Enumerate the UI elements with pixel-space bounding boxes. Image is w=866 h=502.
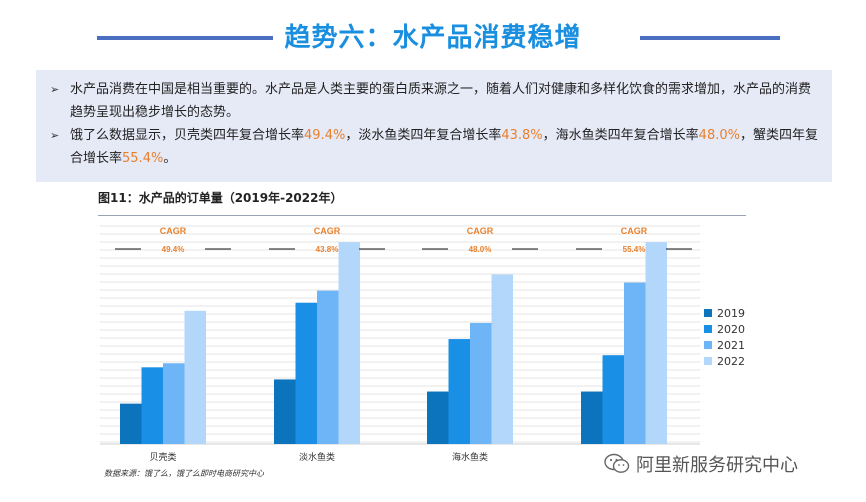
bar-2020-3 bbox=[448, 339, 470, 444]
cagr-highlight: 49.4% bbox=[304, 128, 346, 143]
chart-legend: 2019 2020 2021 2022 bbox=[704, 305, 745, 369]
bar-2019-1 bbox=[120, 403, 142, 444]
legend-label: 2022 bbox=[717, 354, 745, 368]
bar-2019-4 bbox=[581, 391, 603, 444]
summary-bullet-1-text: 水产品消费在中国是相当重要的。水产品是人类主要的蛋白质来源之一，随着人们对健康和… bbox=[70, 82, 812, 120]
bullet-arrow-icon: ➢ bbox=[50, 129, 60, 142]
legend-item-2022: 2022 bbox=[704, 353, 745, 369]
bar-2020-4 bbox=[602, 355, 624, 444]
summary-text-part: 饿了么数据显示，贝壳类四年复合增长率 bbox=[70, 128, 305, 143]
category-label: 淡水鱼类 bbox=[299, 451, 335, 462]
cagr-highlight: 48.0% bbox=[698, 128, 740, 143]
legend-label: 2019 bbox=[717, 306, 745, 320]
summary-box: ➢ 水产品消费在中国是相当重要的。水产品是人类主要的蛋白质来源之一，随着人们对健… bbox=[36, 70, 832, 182]
data-source: 数据来源：饿了么，饿了么即时电商研究中心 bbox=[104, 469, 264, 478]
category-label: 贝壳类 bbox=[149, 451, 176, 462]
figure-title: 图11：水产品的订单量（2019年-2022年） bbox=[98, 191, 343, 205]
summary-bullet-2: ➢ 饿了么数据显示，贝壳类四年复合增长率49.4%，淡水鱼类四年复合增长率43.… bbox=[48, 124, 820, 170]
legend-swatch bbox=[704, 357, 712, 365]
cagr-highlight: 55.4% bbox=[122, 151, 164, 166]
summary-text-part: ，海水鱼类四年复合增长率 bbox=[542, 128, 699, 143]
page-title: 趋势六：水产品消费稳增 bbox=[284, 23, 582, 53]
cagr-value: 55.4% bbox=[623, 245, 646, 254]
bar-2021-3 bbox=[470, 322, 492, 444]
figure-title-rule bbox=[98, 215, 746, 216]
legend-item-2019: 2019 bbox=[704, 305, 745, 321]
bar-2022-1 bbox=[184, 310, 206, 444]
legend-label: 2021 bbox=[717, 338, 745, 352]
cagr-label: CAGR bbox=[314, 226, 341, 236]
bar-2020-2 bbox=[295, 302, 317, 444]
bar-2021-2 bbox=[317, 290, 339, 444]
title-bar: 趋势六：水产品消费稳增 bbox=[0, 0, 866, 70]
title-decoration-right bbox=[640, 36, 780, 40]
bar-2022-2 bbox=[338, 242, 360, 444]
legend-swatch bbox=[704, 309, 712, 317]
cagr-value: 43.8% bbox=[316, 245, 339, 254]
bar-2022-4 bbox=[645, 242, 667, 444]
bar-2020-1 bbox=[141, 367, 163, 444]
bar-2022-3 bbox=[491, 274, 513, 444]
bar-2019-2 bbox=[274, 379, 296, 444]
legend-item-2021: 2021 bbox=[704, 337, 745, 353]
summary-text-part: ，蟹类四年复合增长率 bbox=[70, 128, 818, 166]
cagr-value: 48.0% bbox=[469, 245, 492, 254]
legend-item-2020: 2020 bbox=[704, 321, 745, 337]
summary-text-part: ，淡水鱼类四年复合增长率 bbox=[345, 128, 502, 143]
bar-2021-4 bbox=[624, 282, 646, 444]
cagr-highlight: 43.8% bbox=[501, 128, 543, 143]
title-decoration-left bbox=[97, 36, 273, 40]
bullet-arrow-icon: ➢ bbox=[50, 83, 60, 96]
brand-watermark: 阿里新服务研究中心 bbox=[604, 450, 798, 478]
legend-label: 2020 bbox=[717, 322, 745, 336]
legend-swatch bbox=[704, 341, 712, 349]
summary-bullet-1: ➢ 水产品消费在中国是相当重要的。水产品是人类主要的蛋白质来源之一，随着人们对健… bbox=[48, 78, 820, 124]
summary-text-part: 。 bbox=[163, 151, 177, 166]
wechat-icon bbox=[604, 453, 630, 473]
category-label: 海水鱼类 bbox=[452, 451, 488, 462]
legend-swatch bbox=[704, 325, 712, 333]
bar-2021-1 bbox=[163, 363, 185, 444]
cagr-label: CAGR bbox=[621, 226, 648, 236]
bar-2019-3 bbox=[427, 391, 449, 444]
cagr-label: CAGR bbox=[467, 226, 494, 236]
cagr-value: 49.4% bbox=[162, 245, 185, 254]
brand-name: 阿里新服务研究中心 bbox=[636, 455, 798, 476]
cagr-label: CAGR bbox=[160, 226, 187, 236]
